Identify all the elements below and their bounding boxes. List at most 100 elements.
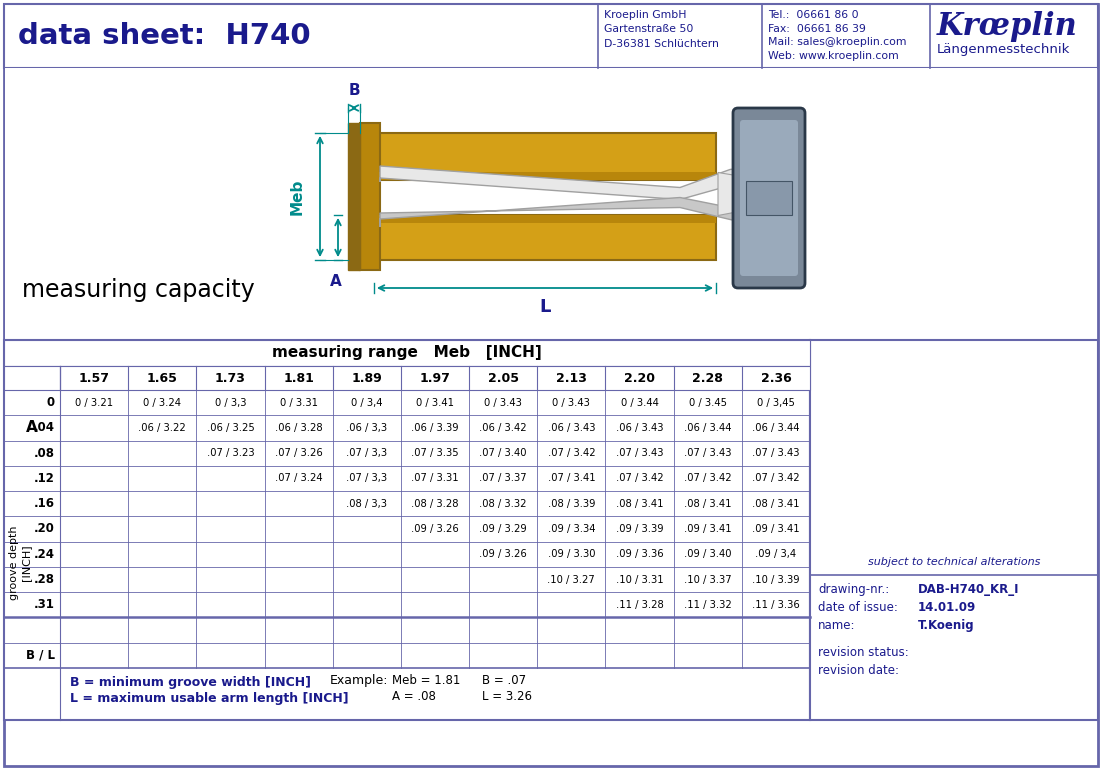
Text: 0 / 3.44: 0 / 3.44 bbox=[620, 397, 659, 407]
Text: .07 / 3.42: .07 / 3.42 bbox=[616, 474, 663, 484]
Bar bbox=[374, 215, 716, 223]
Text: .07 / 3.43: .07 / 3.43 bbox=[753, 448, 800, 458]
Text: measuring range   Meb   [INCH]: measuring range Meb [INCH] bbox=[272, 346, 542, 360]
Text: A: A bbox=[331, 274, 342, 289]
Text: .07 / 3.42: .07 / 3.42 bbox=[752, 474, 800, 484]
Text: .07 / 3.43: .07 / 3.43 bbox=[616, 448, 663, 458]
Text: 14.01.09: 14.01.09 bbox=[918, 601, 976, 614]
Bar bbox=[4, 340, 810, 366]
Text: measuring capacity: measuring capacity bbox=[22, 278, 255, 302]
Text: .09 / 3.36: .09 / 3.36 bbox=[616, 549, 663, 559]
Bar bbox=[374, 215, 716, 260]
Text: 0 / 3.43: 0 / 3.43 bbox=[552, 397, 591, 407]
Text: .06 / 3.22: .06 / 3.22 bbox=[139, 423, 186, 433]
Text: .28: .28 bbox=[34, 573, 55, 586]
Text: .08 / 3.32: .08 / 3.32 bbox=[479, 499, 527, 509]
Text: .07 / 3.43: .07 / 3.43 bbox=[684, 448, 732, 458]
Text: A = .08: A = .08 bbox=[392, 690, 436, 703]
Text: 0 / 3.45: 0 / 3.45 bbox=[689, 397, 726, 407]
Text: .06 / 3.39: .06 / 3.39 bbox=[411, 423, 458, 433]
Text: revision date:: revision date: bbox=[818, 664, 899, 677]
FancyBboxPatch shape bbox=[733, 108, 804, 288]
FancyBboxPatch shape bbox=[741, 120, 798, 276]
Text: 0 / 3.43: 0 / 3.43 bbox=[484, 397, 522, 407]
Text: B = .07: B = .07 bbox=[482, 674, 526, 687]
Text: .06 / 3.43: .06 / 3.43 bbox=[548, 423, 595, 433]
Text: 0 / 3,3: 0 / 3,3 bbox=[215, 397, 246, 407]
Text: 1.65: 1.65 bbox=[147, 371, 177, 384]
Text: .07 / 3.42: .07 / 3.42 bbox=[548, 448, 595, 458]
Text: .08 / 3.41: .08 / 3.41 bbox=[684, 499, 732, 509]
Text: .12: .12 bbox=[34, 472, 55, 485]
Text: 1.57: 1.57 bbox=[78, 371, 109, 384]
Text: .07 / 3.41: .07 / 3.41 bbox=[548, 474, 595, 484]
Bar bbox=[4, 4, 1098, 68]
Text: .07 / 3.31: .07 / 3.31 bbox=[411, 474, 458, 484]
Text: 0 / 3,4: 0 / 3,4 bbox=[352, 397, 382, 407]
Text: T.Koenig: T.Koenig bbox=[918, 619, 974, 632]
Text: [INCH]: [INCH] bbox=[21, 544, 31, 581]
Text: drawing-nr.:: drawing-nr.: bbox=[818, 583, 889, 596]
Text: B / L: B / L bbox=[26, 649, 55, 662]
Text: .09 / 3.34: .09 / 3.34 bbox=[548, 524, 595, 534]
Text: Example:: Example: bbox=[329, 674, 389, 687]
Text: .24: .24 bbox=[34, 547, 55, 561]
Text: .09 / 3.29: .09 / 3.29 bbox=[479, 524, 527, 534]
Text: .09 / 3.41: .09 / 3.41 bbox=[752, 524, 800, 534]
Text: .20: .20 bbox=[34, 523, 55, 535]
Text: .06 / 3.43: .06 / 3.43 bbox=[616, 423, 663, 433]
Text: .31: .31 bbox=[34, 598, 55, 611]
Text: L = 3.26: L = 3.26 bbox=[482, 690, 532, 703]
Text: B = minimum groove width [INCH]: B = minimum groove width [INCH] bbox=[71, 676, 311, 689]
Text: .10 / 3.27: .10 / 3.27 bbox=[548, 574, 595, 584]
Text: DAB-H740_KR_I: DAB-H740_KR_I bbox=[918, 583, 1019, 596]
Text: .06 / 3.44: .06 / 3.44 bbox=[753, 423, 800, 433]
Text: .09 / 3.26: .09 / 3.26 bbox=[411, 524, 458, 534]
Text: Längenmesstechnik: Längenmesstechnik bbox=[937, 42, 1070, 55]
Text: .08: .08 bbox=[34, 447, 55, 460]
Text: .06 / 3.44: .06 / 3.44 bbox=[684, 423, 732, 433]
Text: .07 / 3.35: .07 / 3.35 bbox=[411, 448, 458, 458]
Text: .10 / 3.39: .10 / 3.39 bbox=[752, 574, 800, 584]
Text: 2.28: 2.28 bbox=[692, 371, 723, 384]
Text: .09 / 3.30: .09 / 3.30 bbox=[548, 549, 595, 559]
Text: A: A bbox=[26, 420, 37, 435]
Text: revision status:: revision status: bbox=[818, 646, 909, 659]
Text: data sheet:  H740: data sheet: H740 bbox=[18, 22, 311, 50]
Text: .06 / 3.25: .06 / 3.25 bbox=[206, 423, 255, 433]
Text: .10 / 3.37: .10 / 3.37 bbox=[684, 574, 732, 584]
Text: name:: name: bbox=[818, 619, 855, 632]
Text: 0: 0 bbox=[47, 396, 55, 409]
Text: .07 / 3.42: .07 / 3.42 bbox=[684, 474, 732, 484]
Text: .16: .16 bbox=[34, 497, 55, 511]
Text: .07 / 3,3: .07 / 3,3 bbox=[346, 474, 388, 484]
Polygon shape bbox=[380, 197, 780, 229]
Text: 1.97: 1.97 bbox=[420, 371, 451, 384]
Text: 0 / 3.31: 0 / 3.31 bbox=[280, 397, 317, 407]
Text: 2.36: 2.36 bbox=[760, 371, 791, 384]
Text: 0 / 3.41: 0 / 3.41 bbox=[415, 397, 454, 407]
Text: 1.81: 1.81 bbox=[283, 371, 314, 384]
Text: .11 / 3.36: .11 / 3.36 bbox=[752, 600, 800, 610]
Text: .08 / 3.39: .08 / 3.39 bbox=[548, 499, 595, 509]
Text: date of issue:: date of issue: bbox=[818, 601, 898, 614]
Text: groove depth: groove depth bbox=[9, 525, 19, 600]
Text: .07 / 3.24: .07 / 3.24 bbox=[274, 474, 323, 484]
Bar bbox=[746, 181, 792, 215]
Text: .09 / 3.40: .09 / 3.40 bbox=[684, 549, 732, 559]
Bar bbox=[4, 366, 810, 390]
Bar bbox=[374, 172, 716, 180]
Text: 1.73: 1.73 bbox=[215, 371, 246, 384]
Text: .09 / 3,4: .09 / 3,4 bbox=[755, 549, 797, 559]
Polygon shape bbox=[380, 162, 780, 199]
Text: Kroeplin GmbH
Gartenstraße 50
D-36381 Schlüchtern: Kroeplin GmbH Gartenstraße 50 D-36381 Sc… bbox=[604, 10, 719, 49]
Polygon shape bbox=[719, 172, 760, 216]
Text: Tel.:  06661 86 0
Fax:  06661 86 39
Mail: sales@kroeplin.com
Web: www.kroeplin.c: Tel.: 06661 86 0 Fax: 06661 86 39 Mail: … bbox=[768, 10, 907, 61]
Text: 0 / 3.24: 0 / 3.24 bbox=[143, 397, 181, 407]
Text: 2.20: 2.20 bbox=[624, 371, 655, 384]
Text: .08 / 3.41: .08 / 3.41 bbox=[616, 499, 663, 509]
Bar bbox=[4, 340, 810, 720]
Text: .07 / 3.23: .07 / 3.23 bbox=[207, 448, 255, 458]
Text: .09 / 3.39: .09 / 3.39 bbox=[616, 524, 663, 534]
Bar bbox=[374, 133, 716, 180]
